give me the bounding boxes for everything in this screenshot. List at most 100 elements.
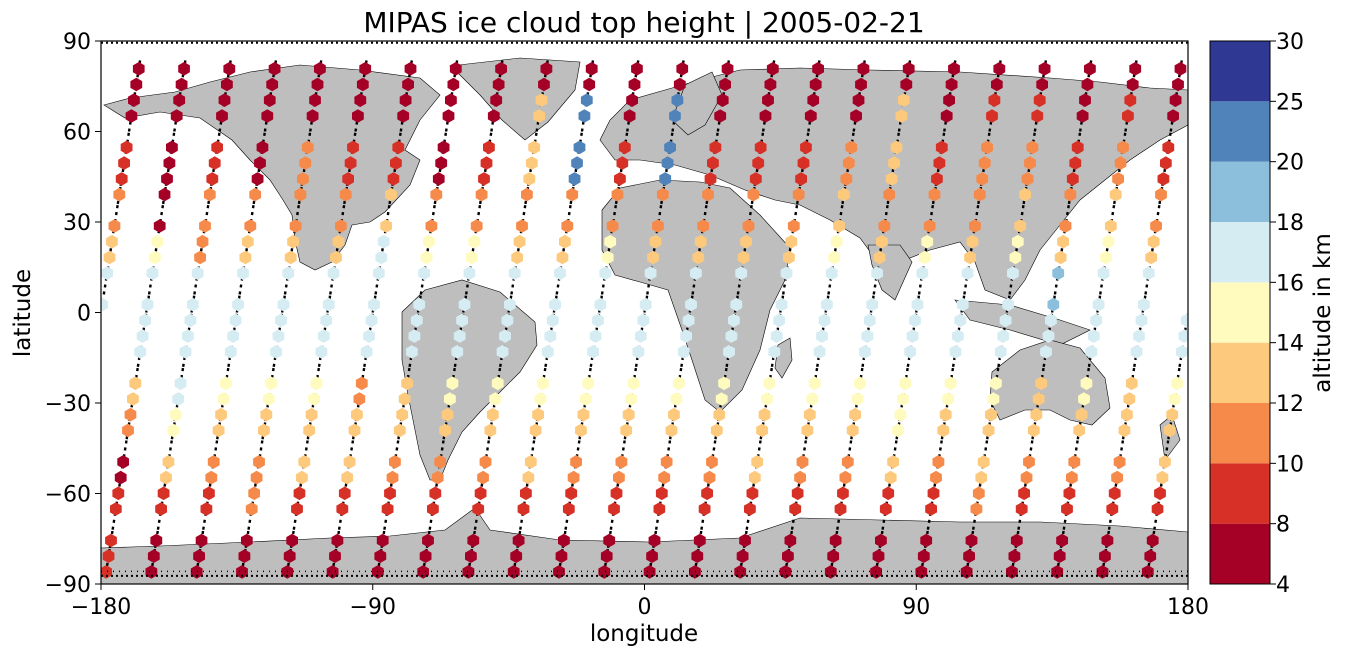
cloud-marker: [954, 313, 967, 328]
cloud-marker: [608, 502, 620, 516]
orbit-track: [793, 203, 799, 223]
cloud-marker: [1045, 313, 1057, 328]
cloud-marker: [1026, 140, 1039, 155]
cloud-marker: [839, 470, 852, 485]
orbit-track: [985, 131, 991, 150]
cloud-marker: [275, 313, 287, 328]
cloud-marker: [658, 470, 671, 485]
cloud-marker: [499, 329, 511, 343]
cloud-marker: [1151, 502, 1164, 516]
cloud-marker: [322, 297, 335, 312]
cloud-marker: [347, 140, 359, 155]
cloud-marker: [883, 187, 896, 202]
colorbar-tick-label: 16: [1276, 271, 1304, 296]
cloud-marker: [374, 549, 387, 563]
cloud-marker: [828, 250, 841, 265]
cloud-marker: [124, 407, 137, 422]
orbit-track: [903, 366, 910, 386]
cloud-marker: [521, 187, 533, 202]
cloud-marker: [749, 172, 762, 186]
cloud-marker: [859, 345, 871, 359]
cloud-marker: [851, 392, 864, 406]
cloud-marker: [1118, 423, 1131, 438]
cloud-marker: [1109, 187, 1122, 202]
colorbar-segment: [1210, 222, 1270, 283]
cloud-marker: [1066, 172, 1079, 186]
cloud-marker: [456, 313, 468, 328]
cloud-marker: [764, 77, 777, 92]
cloud-marker: [287, 234, 299, 249]
cloud-marker: [846, 423, 859, 438]
y-tick-label: 0: [77, 302, 91, 327]
cloud-marker: [447, 77, 460, 92]
cloud-marker: [117, 455, 129, 469]
cloud-marker: [876, 234, 888, 249]
cloud-marker: [1030, 407, 1043, 422]
cloud-marker: [748, 470, 761, 485]
cloud-marker: [849, 407, 861, 422]
cloud-marker: [671, 93, 684, 107]
cloud-marker: [486, 407, 499, 422]
cloud-marker: [431, 470, 444, 485]
cloud-marker: [631, 62, 643, 76]
cloud-marker: [761, 392, 773, 406]
orbit-track: [838, 203, 844, 223]
cloud-marker: [492, 77, 505, 92]
cloud-marker: [990, 376, 1002, 391]
cloud-marker: [693, 533, 706, 548]
cloud-marker: [920, 533, 933, 548]
cloud-marker: [911, 297, 924, 312]
orbit-track: [1030, 131, 1037, 150]
cloud-marker: [991, 77, 1003, 92]
orbit-track: [1028, 439, 1034, 458]
cloud-marker: [1053, 549, 1066, 563]
orbit-track: [849, 131, 855, 150]
orbit-track: [385, 203, 391, 223]
cloud-marker: [261, 109, 274, 123]
orbit-track: [586, 366, 592, 386]
cloud-marker: [763, 376, 776, 391]
cloud-marker: [725, 329, 738, 343]
cloud-marker: [439, 423, 451, 438]
cloud-marker: [928, 187, 941, 202]
cloud-marker: [504, 297, 516, 312]
cloud-marker: [568, 172, 581, 186]
cloud-marker: [338, 486, 351, 501]
cloud-marker: [762, 93, 774, 107]
cloud-marker: [398, 392, 411, 406]
cloud-marker: [702, 187, 714, 202]
cloud-marker: [620, 423, 633, 438]
cloud-marker: [236, 565, 248, 579]
cloud-marker: [291, 502, 303, 516]
land-masses: [101, 57, 1188, 584]
cloud-marker: [258, 423, 270, 438]
cloud-marker: [157, 486, 170, 501]
cloud-marker: [1147, 234, 1160, 249]
orbit-track: [442, 131, 448, 150]
orbit-track: [360, 366, 366, 386]
cloud-marker: [927, 486, 940, 501]
cloud-marker: [221, 77, 233, 92]
cloud-marker: [943, 93, 955, 107]
cloud-marker: [1079, 93, 1091, 107]
cloud-marker: [1142, 266, 1155, 280]
cloud-marker: [445, 93, 457, 107]
cloud-marker: [664, 140, 676, 155]
orbit-track: [450, 366, 457, 386]
cloud-marker: [986, 109, 998, 123]
cloud-marker: [437, 140, 450, 155]
orbit-track: [532, 131, 538, 150]
cloud-marker: [546, 313, 559, 328]
cloud-marker: [146, 266, 159, 280]
cloud-marker: [1020, 470, 1033, 485]
cloud-marker: [897, 392, 909, 406]
cloud-marker: [401, 376, 413, 391]
orbit-track: [249, 203, 255, 223]
orbit-track: [711, 439, 717, 458]
cloud-marker: [622, 407, 635, 422]
cloud-marker: [363, 329, 375, 343]
cloud-marker: [884, 470, 897, 485]
cloud-marker: [680, 329, 692, 343]
orbit-track: [541, 366, 547, 386]
